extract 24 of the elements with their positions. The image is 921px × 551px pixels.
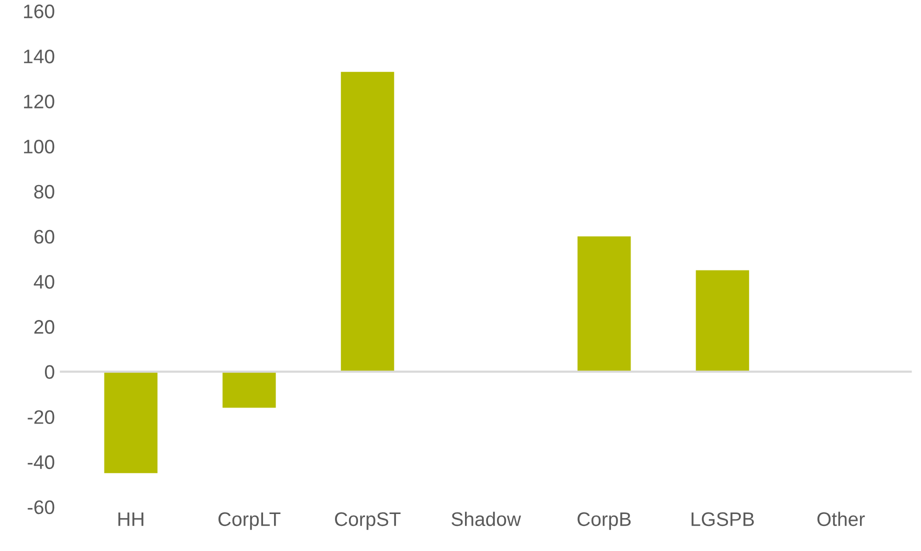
x-tick-label: CorpLT <box>218 512 280 530</box>
bar <box>222 372 276 408</box>
y-tick-label: 80 <box>34 184 54 199</box>
bar <box>578 236 631 372</box>
x-tick-label: LGSPB <box>692 512 754 526</box>
bar <box>696 270 750 372</box>
y-tick-label: -60 <box>28 500 54 514</box>
y-tick-label: -20 <box>28 410 54 424</box>
bar <box>340 72 394 372</box>
x-tick-label: CorpST <box>334 512 401 530</box>
y-tick-label: 60 <box>34 230 54 244</box>
bar <box>104 372 158 474</box>
y-tick-label: -40 <box>28 455 54 470</box>
y-tick-label: 140 <box>24 50 54 64</box>
y-tick-label: 20 <box>34 320 54 334</box>
x-tick-label: Shadow <box>452 512 522 526</box>
y-tick-label: 0 <box>44 365 54 379</box>
y-tick-label: 100 <box>24 140 54 154</box>
y-tick-label: 160 <box>24 4 54 18</box>
y-tick-label: 120 <box>24 94 54 108</box>
x-tick-label: HH <box>118 512 144 526</box>
y-tick-label: 40 <box>34 274 54 289</box>
x-tick-label: Other <box>817 512 865 526</box>
x-tick-label: CorpB <box>578 512 631 530</box>
